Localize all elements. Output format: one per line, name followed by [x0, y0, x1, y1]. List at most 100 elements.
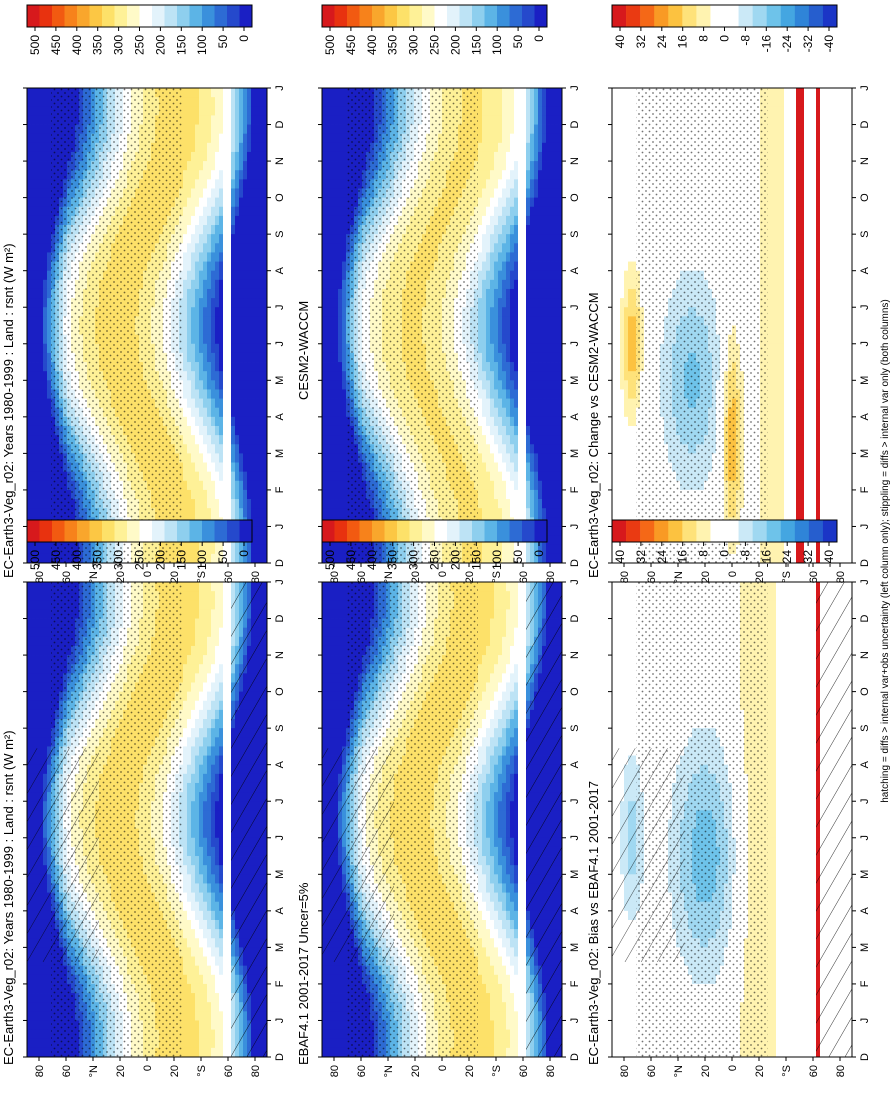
- heat-cell: [227, 755, 232, 766]
- heat-cell: [215, 719, 220, 729]
- heat-cell: [47, 425, 52, 436]
- heat-cell: [203, 755, 208, 766]
- heat-cell: [187, 874, 192, 884]
- heat-cell: [31, 298, 36, 308]
- heat-cell: [47, 444, 52, 454]
- heat-cell: [203, 938, 208, 948]
- heat-cell: [223, 856, 228, 866]
- heat-cell: [227, 956, 232, 967]
- heat-cell: [47, 206, 52, 217]
- heat-cell: [191, 755, 196, 766]
- heat-cell: [187, 1020, 192, 1030]
- heat-cell: [27, 298, 32, 308]
- heat-cell: [47, 334, 52, 345]
- heat-cell: [187, 1038, 192, 1049]
- heat-cell: [27, 106, 32, 116]
- heat-cell: [195, 801, 200, 811]
- heat-cell: [43, 425, 48, 436]
- heat-cell: [223, 819, 228, 830]
- heat-cell: [227, 655, 232, 665]
- heat-cell: [43, 1020, 48, 1030]
- heat-cell: [31, 444, 36, 454]
- heat-cell: [183, 691, 188, 702]
- heat-cell: [219, 782, 224, 793]
- heat-cell: [35, 188, 40, 199]
- heat-cell: [43, 444, 48, 454]
- heat-cell: [43, 728, 48, 738]
- heat-cell: [191, 1038, 196, 1049]
- heat-cell: [187, 746, 192, 756]
- heat-cell: [191, 846, 196, 857]
- heat-cell: [227, 965, 232, 976]
- month-tick-label: A: [274, 760, 286, 768]
- heat-cell: [35, 691, 40, 702]
- heat-cell: [199, 1011, 204, 1021]
- heat-cell: [219, 682, 224, 693]
- heat-cell: [27, 471, 32, 482]
- heat-cell: [183, 746, 188, 756]
- heat-cell: [203, 801, 208, 811]
- heat-cell: [207, 1038, 212, 1049]
- heat-cell: [183, 974, 188, 985]
- heat-cell: [31, 682, 36, 693]
- heat-cell: [227, 901, 232, 912]
- heat-cell: [207, 746, 212, 756]
- heat-cell: [39, 645, 44, 656]
- heat-cell: [47, 288, 52, 299]
- heat-cell: [191, 1020, 196, 1030]
- heat-cell: [47, 627, 52, 638]
- heat-cell: [47, 161, 52, 171]
- heat-cell: [227, 810, 232, 820]
- heat-cell: [227, 673, 232, 683]
- heat-cell: [199, 682, 204, 693]
- heat-cell: [211, 728, 216, 738]
- heat-cell: [199, 655, 204, 665]
- heat-cell: [195, 819, 200, 830]
- heat-cell: [215, 1038, 220, 1049]
- heat-cell: [199, 929, 204, 939]
- heat-cell: [39, 170, 44, 180]
- heat-cell: [211, 965, 216, 976]
- heat-cell: [43, 691, 48, 702]
- heat-cell: [39, 1011, 44, 1021]
- heat-cell: [31, 600, 36, 610]
- heat-cell: [191, 965, 196, 976]
- heat-cell: [227, 856, 232, 866]
- heat-cell: [47, 270, 52, 281]
- heat-cell: [215, 691, 220, 702]
- heat-cell: [31, 197, 36, 208]
- heat-cell: [211, 974, 216, 985]
- heat-cell: [39, 106, 44, 116]
- heat-cell: [43, 709, 48, 720]
- heat-cell: [47, 407, 52, 418]
- heat-cell: [211, 636, 216, 647]
- heat-cell: [215, 792, 220, 802]
- heat-cell: [211, 792, 216, 802]
- heat-cell: [31, 362, 36, 372]
- heat-cell: [35, 288, 40, 299]
- heat-cell: [195, 865, 200, 875]
- heat-cell: [199, 956, 204, 967]
- heat-cell: [215, 655, 220, 665]
- heat-cell: [183, 737, 188, 747]
- heat-cell: [43, 325, 48, 336]
- heat-cell: [215, 956, 220, 967]
- heat-cell: [35, 325, 40, 336]
- heat-cell: [27, 398, 32, 409]
- heat-cell: [47, 97, 52, 107]
- heat-cell: [211, 874, 216, 884]
- heat-cell: [31, 270, 36, 281]
- heat-cell: [35, 682, 40, 693]
- heat-cell: [35, 88, 40, 98]
- heat-cell: [183, 1011, 188, 1021]
- heat-cell: [47, 636, 52, 647]
- heat-cell: [227, 700, 232, 711]
- heat-cell: [35, 700, 40, 711]
- heat-cell: [227, 792, 232, 802]
- heat-cell: [39, 965, 44, 976]
- heat-cell: [215, 1020, 220, 1030]
- heat-cell: [39, 444, 44, 454]
- heat-cell: [47, 1029, 52, 1040]
- heat-cell: [227, 801, 232, 811]
